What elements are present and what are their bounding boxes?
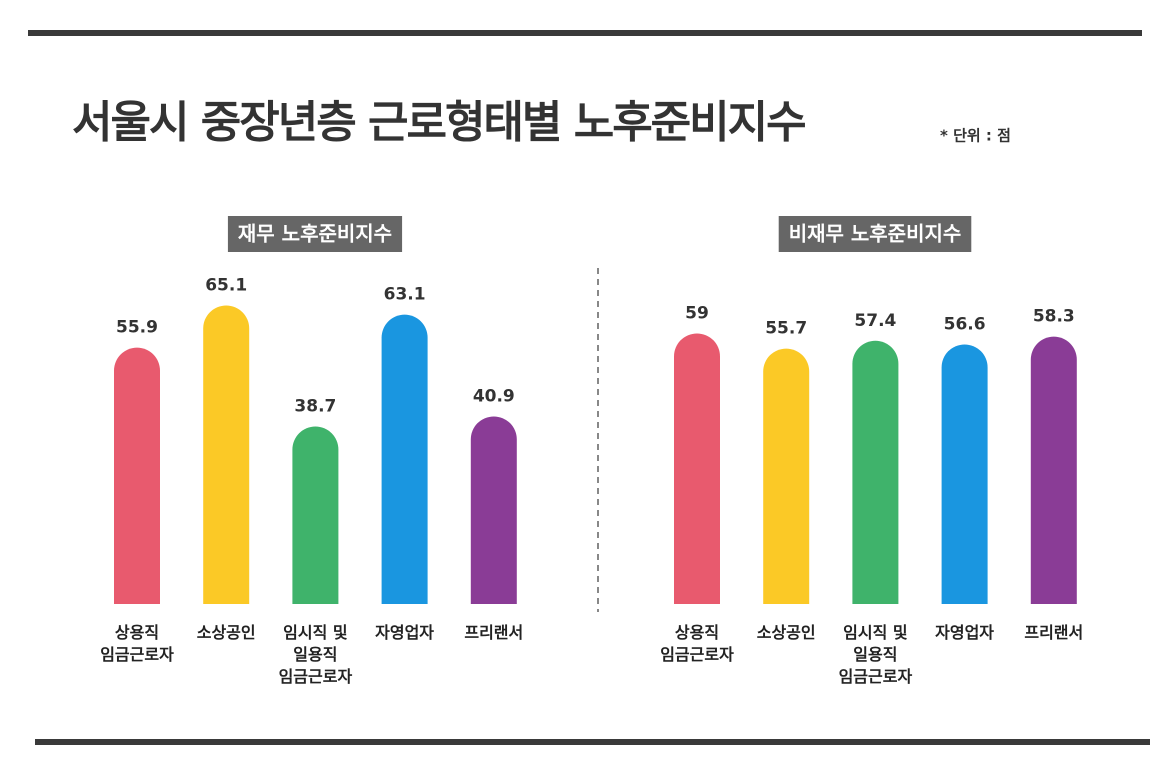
bar	[763, 348, 810, 604]
category-label: 자영업자	[375, 623, 435, 642]
category-label: 소상공인	[196, 623, 256, 642]
panel-title-box	[227, 216, 403, 252]
bar	[941, 344, 988, 604]
value-label: 63.1	[384, 285, 426, 305]
bottom-rule	[35, 739, 1150, 745]
value-label: 65.1	[205, 275, 247, 295]
top-rule	[28, 30, 1142, 36]
bar	[852, 340, 899, 604]
value-label: 55.9	[116, 318, 158, 338]
category-label: 상용직 임금근로자	[100, 623, 174, 664]
category-label: 자영업자	[935, 623, 995, 642]
category-label: 프리랜서	[464, 623, 524, 642]
panel-title: 비재무 노후준비지수	[789, 222, 962, 246]
category-label: 소상공인	[756, 623, 816, 642]
panel-title: 재무 노후준비지수	[238, 222, 392, 246]
value-label: 38.7	[294, 397, 336, 417]
category-label: 프리랜서	[1024, 623, 1084, 642]
bar	[381, 314, 428, 604]
bar	[292, 426, 339, 604]
category-label: 임시직 및 일용직 임금근로자	[278, 623, 353, 686]
value-label: 57.4	[854, 311, 896, 331]
bar	[1030, 336, 1077, 604]
bar	[674, 333, 720, 604]
panel-title-box	[778, 216, 972, 252]
value-label: 59	[685, 303, 709, 323]
page-title: 서울시 중장년층 근로형태별 노후준비지수	[72, 97, 805, 148]
value-label: 55.7	[765, 319, 807, 339]
value-label: 56.6	[944, 314, 986, 334]
bar	[203, 305, 250, 604]
bar	[114, 347, 160, 604]
category-label: 상용직 임금근로자	[660, 623, 734, 664]
category-label: 임시직 및 일용직 임금근로자	[838, 623, 913, 686]
bar	[470, 416, 517, 604]
unit-note: * 단위 : 점	[940, 127, 1011, 145]
value-label: 58.3	[1033, 307, 1075, 327]
value-label: 40.9	[473, 386, 515, 406]
